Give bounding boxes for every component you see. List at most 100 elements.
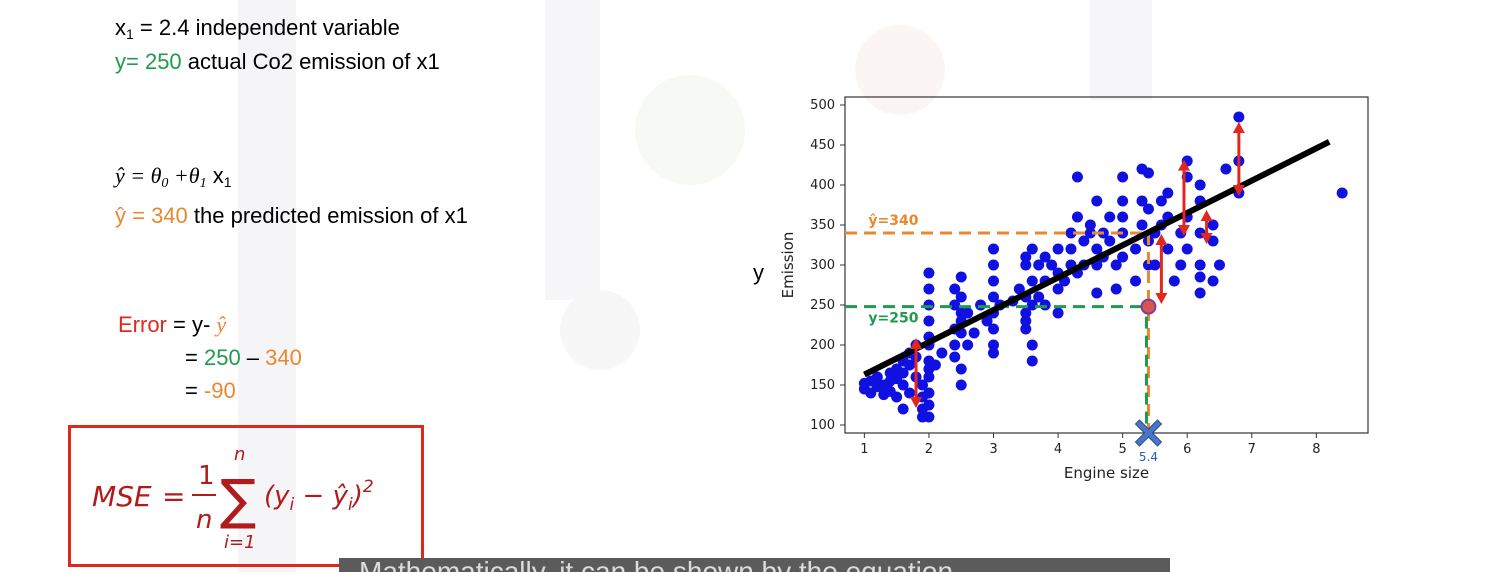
model-equation: ŷ = θ0 +θ1 x1 [115, 163, 232, 192]
mse-close: ) [351, 481, 363, 511]
data-point [1233, 111, 1245, 123]
mse-power: 2 [363, 477, 374, 497]
error-eq1-yhat: ŷ [216, 312, 227, 337]
data-point [1336, 187, 1348, 199]
x-tick-label: 8 [1312, 442, 1320, 457]
data-point [1065, 227, 1077, 239]
error-line-1: Error = y- ŷ [118, 312, 226, 338]
error-eq2-predicted: 340 [265, 345, 302, 370]
error-eq3-result: -90 [203, 378, 236, 403]
data-point [988, 291, 1000, 303]
mse-frac-num: 1 [198, 461, 215, 491]
error-eq2-actual: 250 [203, 345, 241, 370]
data-point [1207, 275, 1219, 287]
y-tick-label: 150 [810, 378, 835, 393]
data-point [1130, 275, 1142, 287]
data-point [904, 359, 916, 371]
error-line-2: = 250 – 340 [185, 345, 302, 371]
y-tick-label: 450 [810, 138, 835, 153]
data-point [1194, 287, 1206, 299]
error-arrow [1155, 234, 1168, 304]
yhat-value: ŷ = 340 [115, 203, 188, 228]
y-tick-label: 500 [810, 98, 835, 113]
arrowhead-up-icon [1155, 234, 1168, 245]
data-point [955, 291, 967, 303]
x-tick-label: 7 [1248, 442, 1256, 457]
mse-sub-i: i [290, 495, 295, 515]
mse-formula-box [68, 425, 424, 567]
y-tick-label: 250 [810, 298, 835, 313]
mse-sub-i2: i [348, 495, 353, 515]
y-axis-label: Emission [779, 232, 797, 299]
mse-sum-top: n [234, 444, 245, 465]
error-eq2-a: = [185, 345, 204, 370]
data-point [1020, 315, 1032, 327]
error-eq3-a: = [185, 378, 204, 403]
data-point [871, 371, 883, 383]
caption-text: Mathematically, it can be shown by the e… [359, 558, 953, 572]
data-point [916, 379, 928, 391]
data-point [897, 403, 909, 415]
data-point [1149, 259, 1161, 271]
data-point [1117, 171, 1129, 183]
chart-annotation: 5.4 [1139, 450, 1158, 464]
data-point [955, 379, 967, 391]
data-point [1207, 219, 1219, 231]
x-marker-icon [1134, 419, 1163, 447]
model-x-subscript: 1 [223, 174, 232, 190]
data-point [1142, 203, 1154, 215]
data-point [988, 259, 1000, 271]
data-point [1020, 307, 1032, 319]
data-point [923, 315, 935, 327]
data-point [1207, 235, 1219, 247]
data-point [1117, 195, 1129, 207]
data-point [1162, 187, 1174, 199]
x1-symbol: x [115, 15, 126, 40]
x1-description: = 2.4 independent variable [133, 15, 400, 40]
chart-annotation: ŷ=340 [868, 213, 918, 229]
svg-text:=: = [162, 480, 185, 513]
theta0-subscript: 0 [161, 176, 169, 191]
data-point [1162, 243, 1174, 255]
data-point [923, 371, 935, 383]
data-point [929, 359, 941, 371]
data-point [1039, 251, 1051, 263]
arrowhead-down-icon [1200, 233, 1213, 244]
error-label: Error [118, 312, 167, 337]
data-point [1104, 211, 1116, 223]
x1-definition: x1 = 2.4 independent variable [115, 15, 400, 42]
arrowhead-down-icon [910, 397, 923, 408]
data-point [1194, 259, 1206, 271]
arrowhead-up-icon [1177, 159, 1190, 171]
data-point [949, 299, 961, 311]
data-point [962, 307, 974, 319]
data-point [1039, 299, 1051, 311]
model-x: x [206, 163, 224, 188]
data-point [1117, 251, 1129, 263]
data-point [955, 363, 967, 375]
data-point [1130, 243, 1142, 255]
y-tick-label: 400 [810, 178, 835, 193]
error-eq2-minus: – [240, 345, 266, 370]
theta1-subscript: 1 [199, 176, 207, 191]
chart-annotation: y=250 [868, 311, 918, 327]
error-line-3: = -90 [185, 378, 236, 404]
mse-sum-bottom: i=1 [224, 532, 256, 553]
y-tick-label: 200 [810, 338, 835, 353]
x-marker-shape [1134, 419, 1163, 447]
data-point [1084, 219, 1096, 231]
x-axis-label: Engine size [1064, 464, 1149, 482]
data-point [962, 339, 974, 351]
data-point [1020, 323, 1032, 335]
data-point [988, 323, 1000, 335]
arrowhead-down-icon [1155, 293, 1168, 304]
data-point [1052, 283, 1064, 295]
x-tick-label: 5 [1119, 442, 1127, 457]
caption-bar: Mathematically, it can be shown by the e… [339, 558, 1170, 572]
data-point [1078, 235, 1090, 247]
data-point [1168, 275, 1180, 287]
data-point [1026, 275, 1038, 287]
data-point [897, 367, 909, 379]
data-point [904, 387, 916, 399]
error-arrow [1177, 159, 1190, 236]
